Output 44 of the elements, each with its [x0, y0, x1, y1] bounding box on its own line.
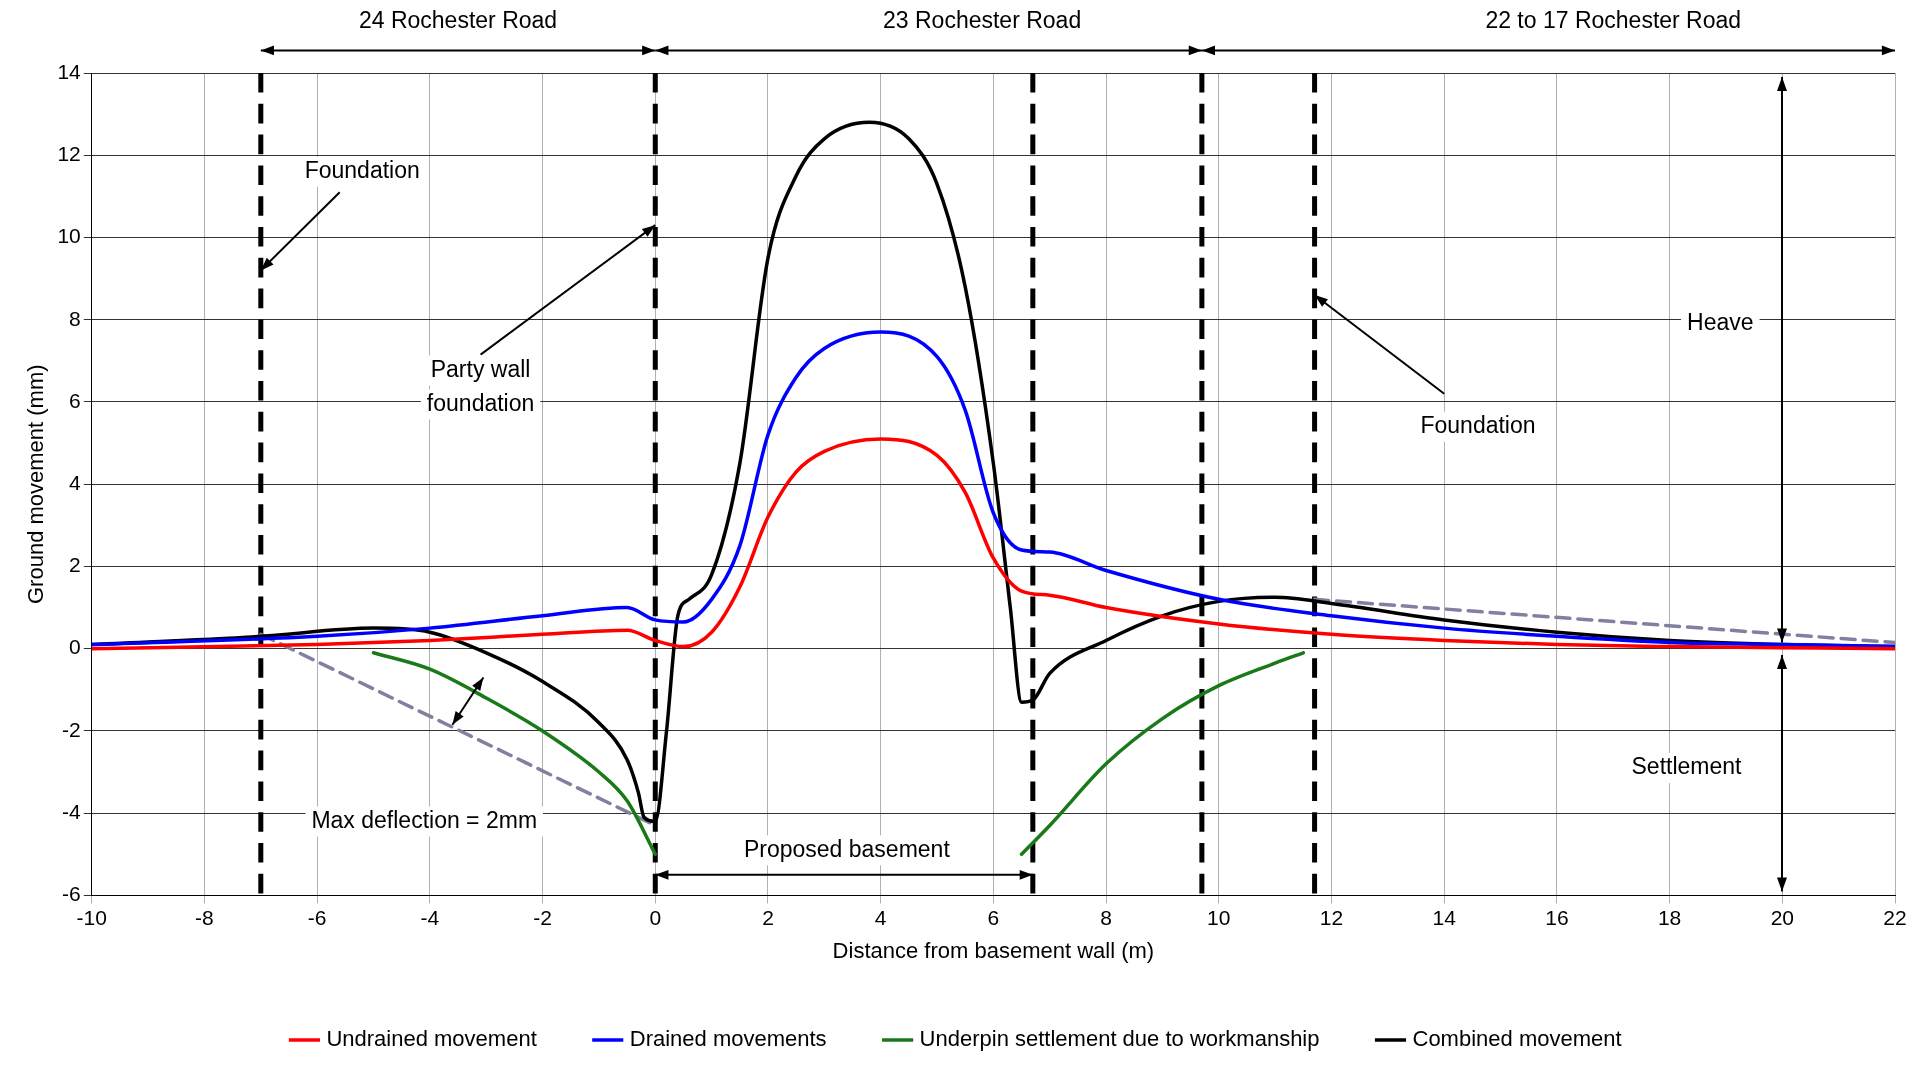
text: 24 Rochester Road [358, 6, 558, 33]
x-tick-label: 14 [1432, 905, 1457, 929]
x-tick-label: 18 [1657, 905, 1682, 929]
legend-label: Drained movements [629, 1026, 827, 1052]
y-tick-label: 6 [69, 388, 81, 412]
x-tick-label: 22 [1883, 905, 1907, 929]
x-tick-label: 2 [762, 905, 774, 929]
x-tick-label: -10 [76, 905, 107, 929]
legend-label: Combined movement [1412, 1026, 1622, 1052]
x-axis-title: Distance from basement wall (m) [832, 937, 1155, 963]
x-tick-label: 16 [1545, 905, 1569, 929]
y-tick-label: 2 [69, 553, 81, 577]
x-tick-label: 8 [1100, 905, 1112, 929]
x-tick-label: -2 [533, 905, 552, 929]
text: 23 Rochester Road [883, 6, 1082, 33]
annotation: Heave [1687, 309, 1754, 336]
x-tick-label: -6 [307, 905, 327, 929]
x-tick-label: 0 [649, 905, 662, 929]
x-tick-label: 20 [1770, 905, 1794, 929]
y-tick-label: -2 [62, 717, 81, 741]
y-axis-title: Ground movement (mm) [23, 364, 49, 605]
annotation: Foundation [304, 157, 420, 184]
x-tick-label: -8 [195, 905, 214, 929]
annotation: Settlement [1631, 753, 1743, 780]
y-tick-label: 0 [69, 635, 81, 659]
annotation: Proposed basement [743, 835, 951, 862]
annotation: Foundation [1420, 411, 1536, 438]
y-tick-label: -6 [62, 882, 81, 906]
x-tick-label: 12 [1319, 905, 1344, 929]
legend-label: Undrained movement [326, 1026, 537, 1052]
y-tick-label: 8 [69, 306, 81, 330]
y-tick-label: 10 [57, 224, 81, 248]
y-tick-label: 14 [57, 59, 82, 83]
x-tick-label: 4 [874, 905, 887, 929]
y-tick-label: 12 [57, 142, 81, 166]
y-tick-label: 4 [69, 471, 82, 494]
y-tick-label: -4 [62, 799, 82, 823]
x-tick-label: 10 [1207, 905, 1231, 929]
text: 22 to 17 Rochester Road [1485, 6, 1742, 33]
legend-label: Underpin settlement due to workmanship [919, 1026, 1320, 1052]
x-tick-label: 6 [987, 905, 1000, 929]
annotation: Party wall foundation [426, 355, 535, 416]
x-tick-label: -4 [420, 905, 440, 929]
annotation: Max deflection = 2mm [311, 806, 538, 833]
